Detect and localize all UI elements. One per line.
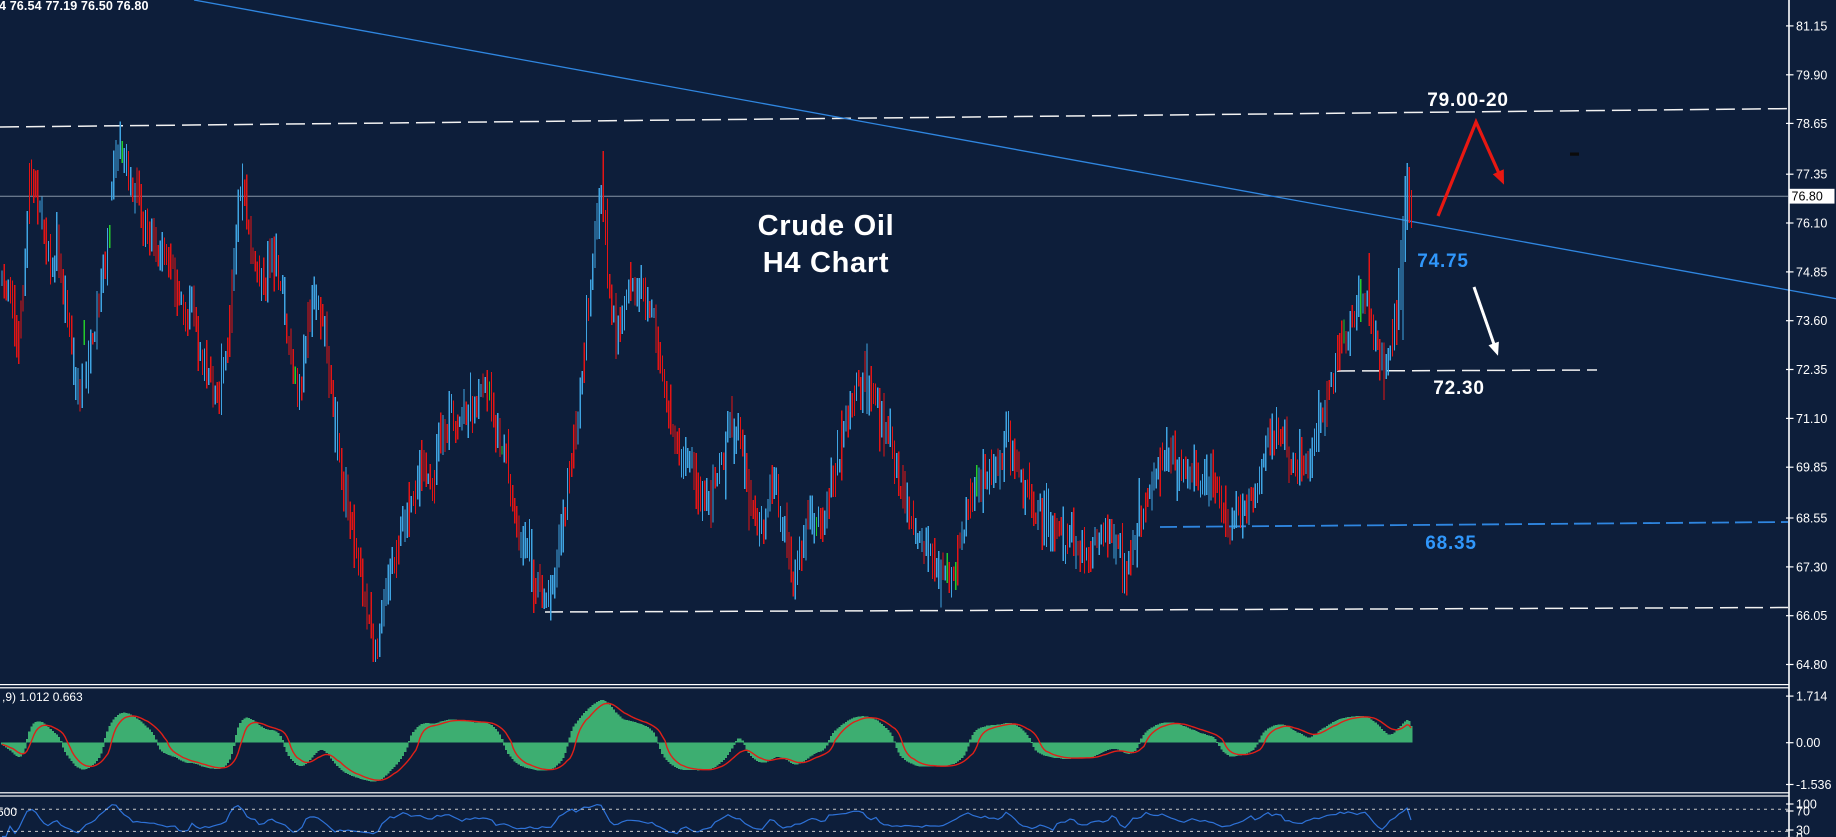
svg-text:74.85: 74.85 <box>1796 265 1827 279</box>
svg-text:0.00: 0.00 <box>1796 736 1820 750</box>
svg-text:1.714: 1.714 <box>1796 690 1827 704</box>
svg-text:78.65: 78.65 <box>1796 117 1827 131</box>
svg-text:64.80: 64.80 <box>1796 658 1827 672</box>
svg-text:68.55: 68.55 <box>1796 512 1827 526</box>
svg-text:30: 30 <box>1796 824 1810 837</box>
svg-text:H4 Chart: H4 Chart <box>763 247 889 279</box>
svg-text:72.30: 72.30 <box>1433 378 1485 399</box>
svg-text:-1.536: -1.536 <box>1796 778 1831 792</box>
svg-text:76.80: 76.80 <box>1792 189 1823 203</box>
svg-text:71.10: 71.10 <box>1796 412 1827 426</box>
svg-text:77.35: 77.35 <box>1796 168 1827 182</box>
svg-text:0: 0 <box>1796 831 1803 837</box>
svg-text:68.35: 68.35 <box>1425 533 1477 554</box>
svg-text:100: 100 <box>1796 798 1817 812</box>
svg-text:67.30: 67.30 <box>1796 560 1827 574</box>
svg-text:79.00-20: 79.00-20 <box>1427 90 1508 111</box>
svg-text:74.75: 74.75 <box>1417 251 1469 272</box>
svg-text:76.10: 76.10 <box>1796 217 1827 231</box>
svg-text:4 76.54 77.19 76.50 76.80: 4 76.54 77.19 76.50 76.80 <box>0 0 149 13</box>
svg-text:70: 70 <box>1796 805 1810 819</box>
svg-text:,9) 1.012 0.663: ,9) 1.012 0.663 <box>2 690 83 704</box>
svg-text:500: 500 <box>0 805 17 819</box>
svg-text:81.15: 81.15 <box>1796 19 1827 33</box>
svg-text:69.85: 69.85 <box>1796 461 1827 475</box>
svg-text:73.60: 73.60 <box>1796 314 1827 328</box>
svg-text:72.35: 72.35 <box>1796 363 1827 377</box>
svg-text:79.90: 79.90 <box>1796 68 1827 82</box>
svg-text:Crude Oil: Crude Oil <box>758 210 895 242</box>
svg-text:66.05: 66.05 <box>1796 609 1827 623</box>
